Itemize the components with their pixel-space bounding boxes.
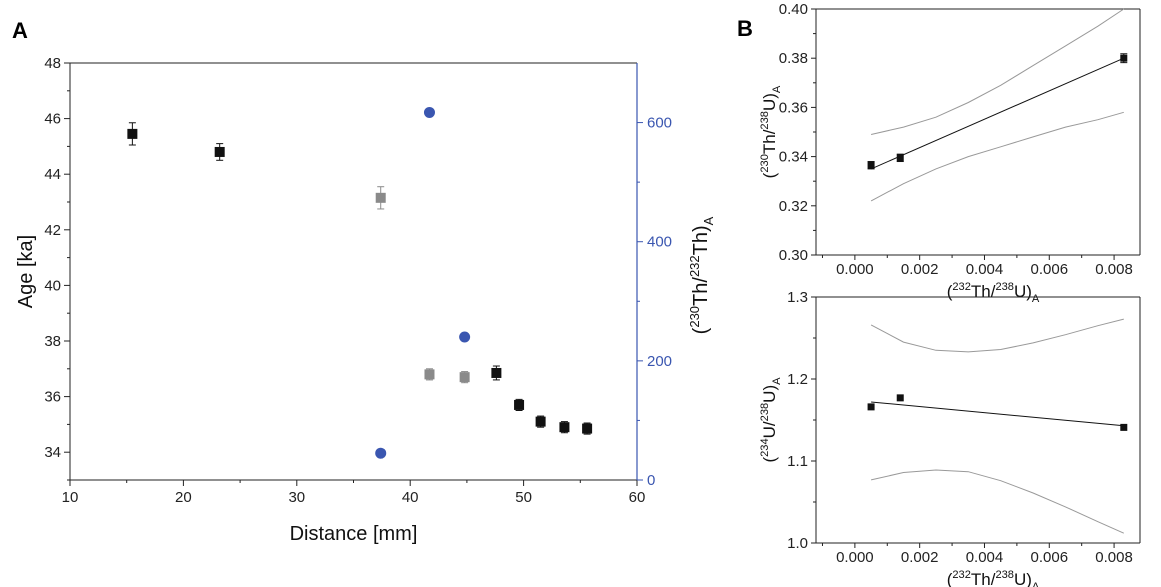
data-point-gray-a: [459, 372, 470, 383]
y-tick-label-a: 34: [44, 444, 61, 461]
x-axis-label-b-top: (232Th/238U)A: [947, 281, 1040, 305]
confidence-band-upper-b-top: [870, 8, 1125, 135]
x-tick-label-b-bottom: 0.002: [901, 549, 939, 566]
x-tick-label-b-top: 0.000: [836, 261, 874, 278]
data-point-black-a: [214, 146, 225, 157]
x-tick-label-b-bottom: 0.000: [836, 549, 874, 566]
y-tick-label-b-bottom: 1.2: [787, 371, 808, 388]
confidence-band-upper-b-bottom: [870, 318, 1124, 353]
x-tick-label-b-bottom: 0.006: [1031, 549, 1069, 566]
x-axis-label-b-bottom: (232Th/238U)A: [947, 569, 1040, 587]
data-point-b-bottom: [867, 403, 875, 411]
data-point-circle-a: [423, 106, 435, 118]
chart-b-bottom: 0.000 0.002 0.004 0.006 0.008 1.0 1.1 1.2 1.3 (23…: [759, 289, 1141, 587]
data-point-black-a: [491, 367, 502, 378]
panel-letter-b: B: [737, 16, 753, 41]
y-tick-label-a: 36: [44, 389, 61, 406]
panel-letter-a: A: [12, 18, 28, 43]
chart-a: 10 20 30 40 50 60 34 36 38 40 42 44 46 48 0 200 400 600 Di…: [15, 55, 716, 545]
y-tick-label-a: 38: [44, 333, 61, 350]
x-tick-label-b-top: 0.004: [966, 261, 1004, 278]
y2-axis-label-a: (230Th/232Th)A: [687, 216, 716, 334]
y2-tick-label-a: 400: [647, 234, 672, 251]
x-tick-label-b-bottom: 0.004: [966, 549, 1004, 566]
y-axis-label-a: Age [ka]: [15, 235, 37, 308]
y-axis-label-b-top: (230Th/238U)A: [759, 85, 783, 178]
y-tick-label-a: 42: [44, 222, 61, 239]
x-axis-label-a: Distance [mm]: [290, 523, 418, 545]
data-point-b-top: [896, 154, 904, 162]
data-point-gray-a: [424, 369, 435, 380]
x-tick-label-a: 20: [175, 489, 192, 506]
x-tick-label-a: 60: [629, 489, 646, 506]
x-tick-label-b-top: 0.008: [1095, 261, 1133, 278]
data-point-black-a: [514, 399, 525, 410]
confidence-band-lower-b-bottom: [870, 469, 1125, 534]
y-tick-label-b-bottom: 1.3: [787, 289, 808, 306]
data-point-circle-a: [459, 331, 471, 343]
y2-tick-label-a: 0: [647, 472, 655, 489]
y-tick-label-b-top: 0.34: [779, 149, 808, 166]
confidence-band-lower-b-top: [870, 111, 1124, 202]
x-tick-label-b-bottom: 0.008: [1095, 549, 1133, 566]
fit-line-b-bottom: [871, 401, 1124, 427]
x-tick-label-b-top: 0.002: [901, 261, 939, 278]
y-tick-label-b-bottom: 1.0: [787, 535, 808, 552]
x-tick-label-a: 50: [515, 489, 532, 506]
y-tick-label-a: 46: [44, 111, 61, 128]
y-tick-label-b-bottom: 1.1: [787, 453, 808, 470]
data-point-black-a: [535, 416, 546, 427]
y2-tick-label-a: 600: [647, 115, 672, 132]
y2-tick-label-a: 200: [647, 353, 672, 370]
data-point-black-a: [127, 128, 138, 139]
y-axis-label-b-bottom: (234U/238U)A: [759, 377, 783, 463]
y-tick-label-a: 48: [44, 55, 61, 72]
data-point-b-top: [1120, 54, 1128, 62]
data-point-b-top: [867, 161, 875, 169]
data-point-gray-a: [375, 192, 386, 203]
y-tick-label-b-top: 0.32: [779, 198, 808, 215]
fit-line-b-top: [870, 57, 1125, 170]
data-point-black-a: [582, 423, 593, 434]
y-tick-label-b-top: 0.38: [779, 50, 808, 67]
y-tick-label-a: 44: [44, 166, 61, 183]
y-tick-label-b-top: 0.36: [779, 99, 808, 116]
x-tick-label-b-top: 0.006: [1031, 261, 1069, 278]
y-tick-label-b-top: 0.40: [779, 1, 808, 18]
chart-b-top: 0.000 0.002 0.004 0.006 0.008 0.30 0.32 0.34 0.3…: [759, 1, 1141, 305]
data-point-circle-a: [375, 447, 387, 459]
y-tick-label-a: 40: [44, 277, 61, 294]
y-tick-label-b-top: 0.30: [779, 247, 808, 264]
x-tick-label-a: 10: [62, 489, 79, 506]
data-point-b-bottom: [1120, 423, 1128, 431]
x-tick-label-a: 30: [288, 489, 305, 506]
x-tick-label-a: 40: [402, 489, 419, 506]
data-point-black-a: [559, 422, 570, 433]
data-point-b-bottom: [896, 394, 904, 402]
